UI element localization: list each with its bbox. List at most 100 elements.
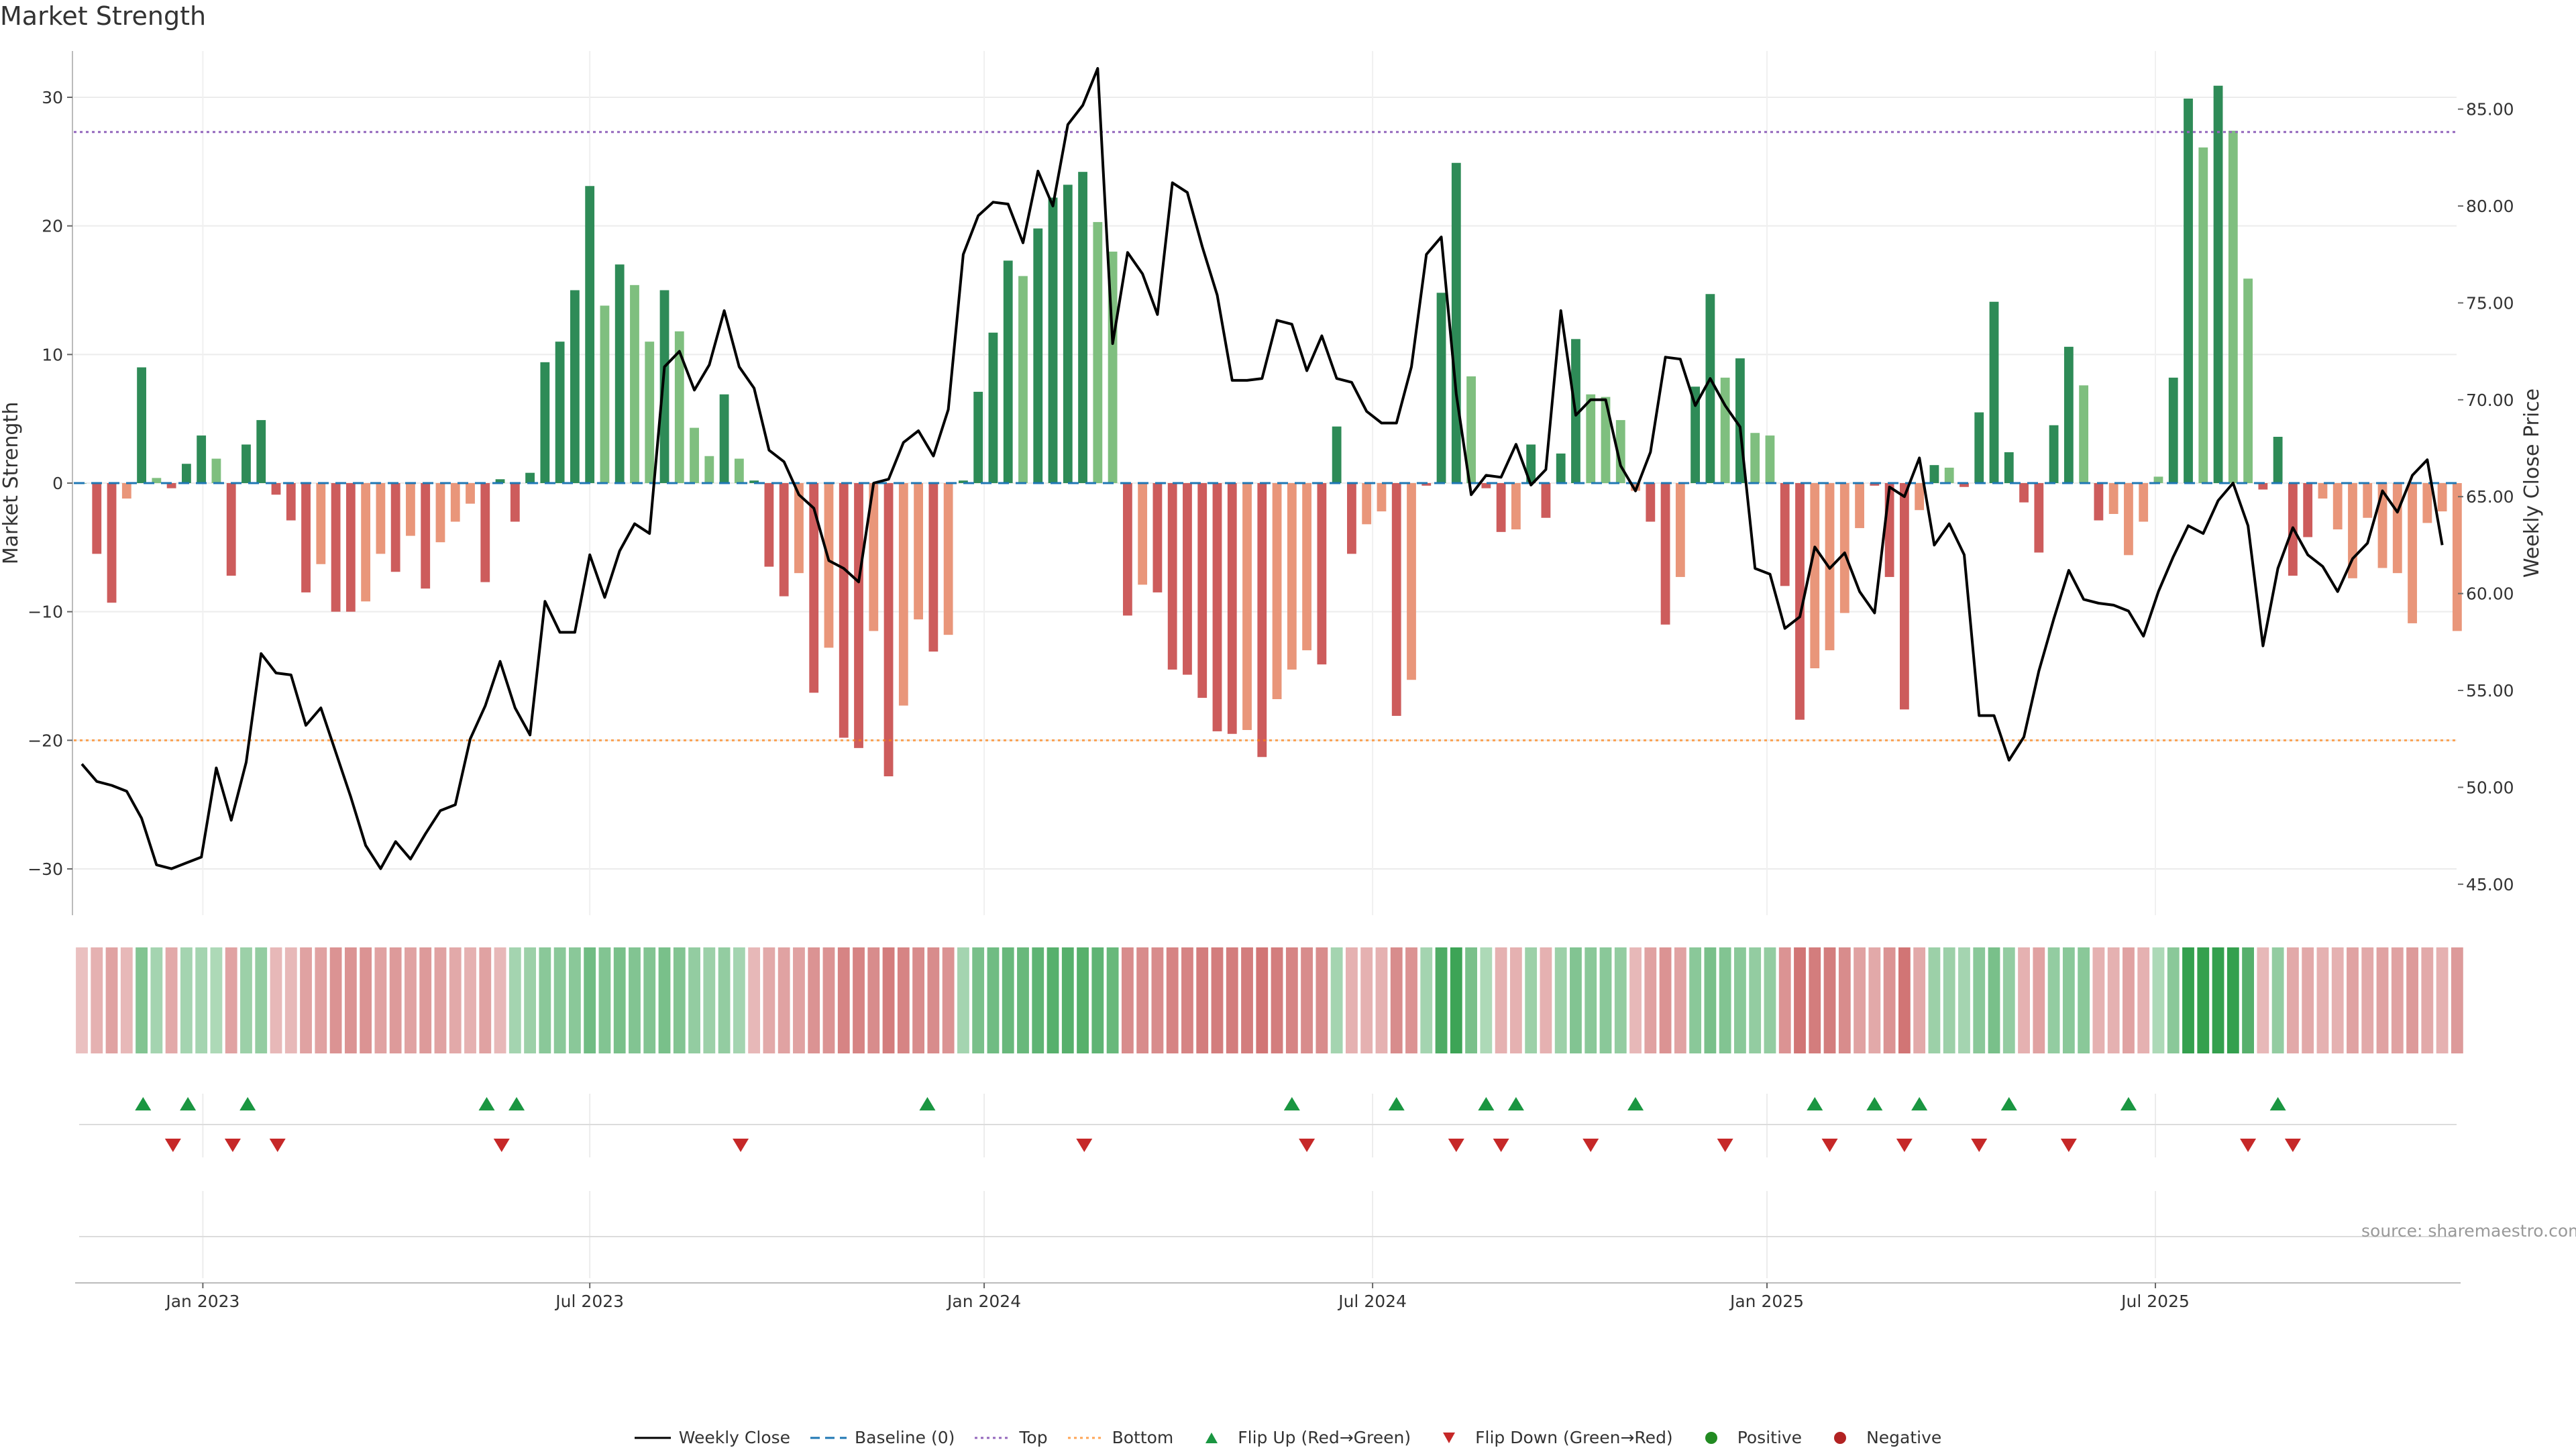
heat-cell-147 (2271, 947, 2284, 1053)
heat-cell-0 (76, 947, 88, 1053)
heat-cell-86 (1360, 947, 1373, 1053)
legend-baseline: Baseline (0) (810, 1428, 955, 1447)
strength-bar-42 (704, 456, 714, 483)
strength-bar-3 (121, 483, 131, 499)
flip-up-marker-0 (135, 1097, 152, 1110)
heat-cell-46 (763, 947, 775, 1053)
strength-bar-46 (764, 483, 774, 567)
flip-down-marker-11 (1821, 1139, 1838, 1152)
strength-bar-98 (1541, 483, 1551, 518)
strength-bar-133 (2063, 346, 2074, 483)
heat-cell-8 (195, 947, 208, 1053)
heat-cell-19 (360, 947, 372, 1053)
heat-cell-155 (2391, 947, 2404, 1053)
heatmap-strip (76, 947, 2463, 1053)
strength-bar-99 (1556, 453, 1566, 483)
heat-cell-67 (1077, 947, 1089, 1053)
heat-cell-66 (1061, 947, 1074, 1053)
heat-cell-127 (1973, 947, 1986, 1053)
heat-cell-32 (553, 947, 566, 1053)
flip-up-marker-15 (2120, 1097, 2137, 1110)
heat-cell-115 (1794, 947, 1806, 1053)
strength-bar-131 (2034, 483, 2044, 553)
heat-cell-93 (1465, 947, 1477, 1053)
heat-cell-33 (568, 947, 581, 1053)
strength-bar-11 (241, 444, 251, 483)
heat-cell-151 (2331, 947, 2344, 1053)
heat-cell-139 (2152, 947, 2165, 1053)
strength-bar-91 (1436, 293, 1446, 483)
heat-cell-64 (1032, 947, 1044, 1053)
legend-flip-up-label: Flip Up (Red→Green) (1238, 1428, 1411, 1447)
flip-down-marker-5 (1076, 1139, 1093, 1152)
heat-cell-159 (2451, 947, 2463, 1053)
strength-bar-19 (361, 483, 371, 602)
heat-cell-30 (524, 947, 536, 1053)
heat-cell-104 (1629, 947, 1642, 1053)
heat-cell-38 (643, 947, 656, 1053)
heat-cell-56 (912, 947, 925, 1053)
strength-bar-107 (1675, 483, 1685, 577)
flip-down-marker-3 (493, 1139, 510, 1152)
strength-bar-67 (1078, 172, 1087, 483)
strength-bar-51 (839, 483, 849, 738)
strength-bar-134 (2079, 385, 2089, 483)
strength-bar-135 (2094, 483, 2104, 521)
heat-cell-87 (1375, 947, 1388, 1053)
heat-cell-109 (1704, 947, 1717, 1053)
heat-cell-54 (882, 947, 895, 1053)
strength-bar-41 (690, 427, 699, 483)
flip-up-marker-16 (2269, 1097, 2286, 1110)
strength-bar-13 (271, 483, 281, 495)
strength-bar-116 (1810, 483, 1820, 668)
strength-bar-115 (1795, 483, 1805, 720)
heat-cell-129 (2002, 947, 2015, 1053)
weekly-close-line (80, 67, 2444, 870)
bars-layer (77, 85, 2462, 776)
strength-bar-79 (1257, 483, 1267, 758)
strength-bar-48 (794, 483, 804, 574)
heat-cell-71 (1136, 947, 1149, 1053)
heat-cell-51 (837, 947, 850, 1053)
chart-title: Market Strength (0, 1, 207, 31)
strength-bar-50 (824, 483, 834, 648)
y2-tick-label-8: 45.00 (2466, 875, 2514, 894)
strength-bar-122 (1899, 483, 1909, 710)
heat-cell-60 (972, 947, 985, 1053)
heat-cell-153 (2361, 947, 2374, 1053)
strength-bar-93 (1466, 376, 1476, 483)
strength-bar-73 (1167, 483, 1177, 670)
heat-cell-117 (1823, 947, 1836, 1053)
heat-cell-43 (718, 947, 731, 1053)
strength-bar-130 (2019, 483, 2029, 503)
strength-bar-84 (1332, 426, 1342, 483)
strength-bar-126 (1960, 483, 1969, 487)
legend-baseline-swatch (810, 1437, 847, 1439)
strength-bar-62 (1003, 260, 1013, 483)
heat-cell-81 (1285, 947, 1298, 1053)
heat-cell-119 (1854, 947, 1866, 1053)
strength-bar-158 (2437, 483, 2447, 512)
heat-cell-70 (1121, 947, 1134, 1053)
strength-bar-127 (1974, 412, 1984, 483)
heat-cell-146 (2257, 947, 2269, 1053)
strength-bar-88 (1391, 483, 1401, 716)
strength-bar-159 (2452, 483, 2462, 631)
heat-cell-140 (2167, 947, 2180, 1053)
flip-down-marker-10 (1717, 1139, 1733, 1152)
strength-bar-54 (883, 483, 894, 776)
strength-bar-32 (555, 342, 565, 483)
strength-bar-124 (1929, 465, 1939, 483)
strength-bar-144 (2228, 130, 2238, 484)
heat-cell-63 (1017, 947, 1029, 1053)
heat-cell-14 (284, 947, 297, 1053)
heat-cell-145 (2242, 947, 2254, 1053)
x-tick-label-4: Jan 2025 (1729, 1292, 1804, 1311)
heat-cell-40 (673, 947, 686, 1053)
lines-layer (74, 67, 2457, 870)
heat-cell-152 (2347, 947, 2359, 1053)
strength-bar-58 (943, 483, 953, 635)
heat-cell-103 (1614, 947, 1627, 1053)
heat-cell-121 (1883, 947, 1896, 1053)
